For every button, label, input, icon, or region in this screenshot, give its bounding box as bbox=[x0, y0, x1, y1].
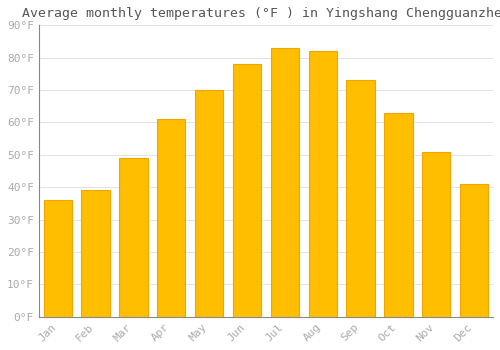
Bar bbox=[460, 184, 488, 317]
Bar bbox=[157, 119, 186, 317]
Bar bbox=[308, 51, 337, 317]
Bar bbox=[195, 90, 224, 317]
Bar bbox=[270, 48, 299, 317]
Bar bbox=[82, 190, 110, 317]
Bar bbox=[233, 64, 261, 317]
Bar bbox=[119, 158, 148, 317]
Bar bbox=[384, 113, 412, 317]
Title: Average monthly temperatures (°F ) in Yingshang Chengguanzhen: Average monthly temperatures (°F ) in Yi… bbox=[22, 7, 500, 20]
Bar bbox=[422, 152, 450, 317]
Bar bbox=[346, 80, 375, 317]
Bar bbox=[44, 200, 72, 317]
